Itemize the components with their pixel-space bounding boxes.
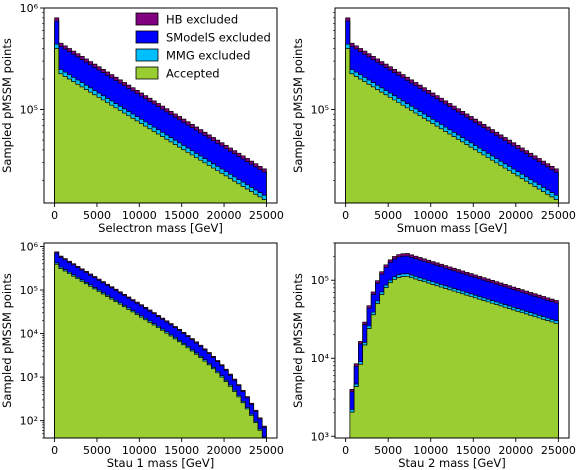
- x-tick-label: 20000: [207, 209, 242, 222]
- panel-selectron: 0 5000 10000 15000 20000 25000 10⁵ 10⁶ Selectron…: [0, 2, 284, 235]
- y-tick-label: 10⁶: [20, 2, 39, 15]
- x-tick-label: 25000: [541, 444, 576, 457]
- x-tick-label: 25000: [249, 444, 284, 457]
- x-tick-label: 10000: [122, 209, 157, 222]
- histogram-stack: [54, 17, 267, 203]
- x-tick-label: 15000: [164, 209, 199, 222]
- y-axis-label: Sampled pMSSM points: [0, 38, 14, 173]
- y-axis-label: Sampled pMSSM points: [291, 273, 305, 408]
- y-tick-label: 10³: [311, 430, 329, 443]
- x-tick-label: 10000: [122, 444, 157, 457]
- legend-label-mmg-excluded: MMG excluded: [166, 49, 250, 63]
- x-axis-label: Stau 2 mass [GeV]: [398, 456, 506, 470]
- x-tick-label: 5000: [374, 209, 402, 222]
- legend-label-accepted: Accepted: [166, 67, 220, 81]
- y-axis-label: Sampled pMSSM points: [0, 273, 14, 408]
- x-tick-label: 15000: [456, 444, 491, 457]
- x-tick-label: 25000: [541, 209, 576, 222]
- legend-swatch-mmg-excluded: [135, 48, 159, 62]
- legend-label-hb-excluded: HB excluded: [166, 13, 238, 27]
- y-tick-label: 10⁶: [20, 240, 39, 253]
- x-tick-label: 0: [51, 444, 58, 457]
- x-tick-label: 20000: [498, 444, 533, 457]
- legend-swatch-smodels-excluded: [135, 30, 159, 44]
- y-tick-label: 10⁵: [20, 104, 38, 117]
- histogram-stack: [345, 17, 559, 203]
- legend-swatch-hb-excluded: [135, 12, 159, 26]
- x-tick-label: 15000: [164, 444, 199, 457]
- y-tick-label: 10⁴: [20, 328, 39, 341]
- layer-accepted: [349, 275, 559, 438]
- y-tick-label: 10⁵: [311, 104, 329, 117]
- x-tick-label: 20000: [498, 209, 533, 222]
- x-tick-label: 5000: [374, 444, 402, 457]
- layer-accepted: [54, 263, 267, 438]
- y-tick-label: 10²: [20, 415, 38, 428]
- x-axis-label: Stau 1 mass [GeV]: [107, 456, 215, 470]
- y-tick-label: 10⁵: [20, 284, 38, 297]
- x-axis-label: Selectron mass [GeV]: [98, 221, 223, 235]
- legend: HB excluded SModelS excluded MMG excluded A…: [135, 12, 271, 81]
- x-tick-label: 0: [342, 209, 349, 222]
- y-tick-label: 10³: [20, 371, 38, 384]
- x-axis-label: Smuon mass [GeV]: [397, 221, 508, 235]
- plot-frame: [334, 242, 570, 439]
- legend-label-smodels-excluded: SModelS excluded: [166, 31, 271, 45]
- x-tick-label: 0: [51, 209, 58, 222]
- y-axis-label: Sampled pMSSM points: [291, 38, 305, 173]
- y-tick-label: 10⁴: [311, 352, 330, 365]
- x-tick-label: 5000: [83, 444, 111, 457]
- layer-accepted: [345, 48, 559, 203]
- x-tick-label: 10000: [413, 444, 448, 457]
- legend-swatch-accepted: [135, 66, 159, 80]
- x-tick-label: 10000: [413, 209, 448, 222]
- plot-frame: [334, 7, 570, 204]
- panel-stau1: 0 5000 10000 15000 20000 25000 10² 10³ 10⁴ 10⁵ 10⁶…: [0, 240, 284, 470]
- histogram-stack: [54, 251, 267, 438]
- panel-smuon: 0 5000 10000 15000 20000 25000 10⁵ Smuon mass […: [291, 7, 576, 235]
- plot-frame: [43, 7, 278, 204]
- x-tick-label: 0: [342, 444, 349, 457]
- panel-stau2: 0 5000 10000 15000 20000 25000 10³ 10⁴ 10⁵ Stau 2…: [291, 242, 576, 470]
- histogram-stack: [349, 253, 559, 438]
- x-tick-label: 5000: [83, 209, 111, 222]
- y-tick-label: 10⁵: [311, 274, 329, 287]
- x-tick-label: 20000: [207, 444, 242, 457]
- layer-accepted: [54, 48, 267, 203]
- x-tick-label: 15000: [456, 209, 491, 222]
- x-tick-label: 25000: [249, 209, 284, 222]
